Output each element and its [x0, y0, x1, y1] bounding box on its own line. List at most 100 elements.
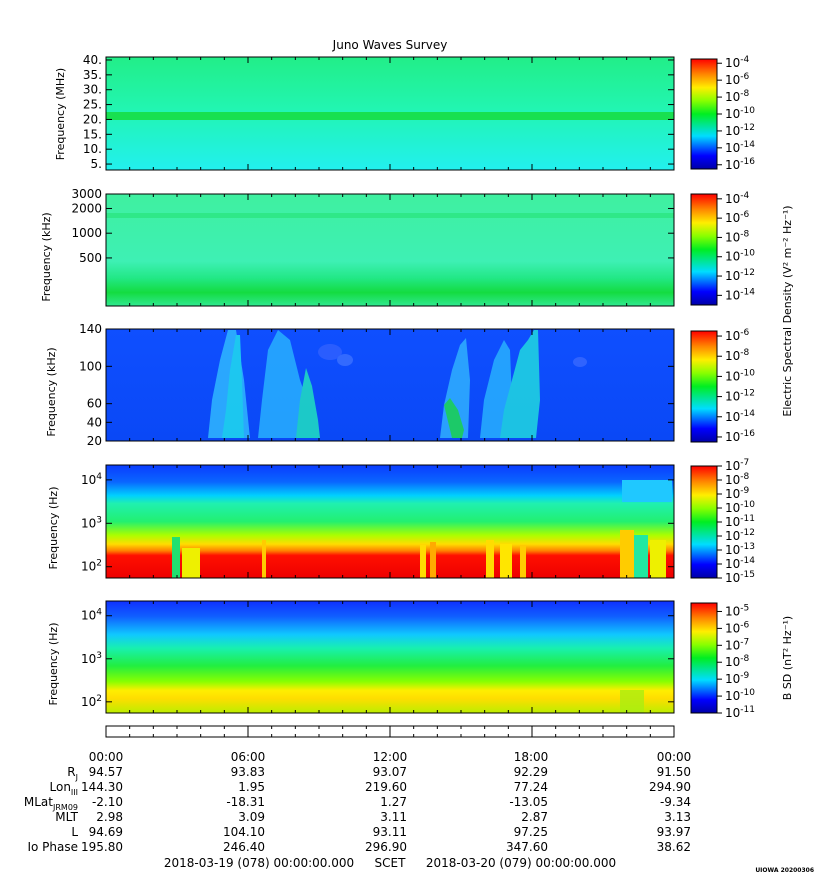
ephemeris-value: -9.34 [660, 795, 691, 809]
plot-title: Juno Waves Survey [332, 38, 448, 52]
colorbar-label-electric: Electric Spectral Density (V² m⁻² Hz⁻¹) [781, 205, 794, 416]
ephemeris-value: 94.57 [89, 765, 123, 779]
y-tick-label: 103 [81, 515, 102, 530]
ephemeris-row-label: LonIII [50, 780, 79, 797]
ephemeris-value: -18.31 [226, 795, 265, 809]
ephemeris-value: -2.10 [92, 795, 123, 809]
ylabel-panel-2: Frequency (kHz) [40, 212, 53, 301]
colorbar-tick-label: 10-14 [725, 140, 755, 155]
colorbar-tick-label: 10-14 [725, 409, 755, 424]
ylabel-panel-3: Frequency (kHz) [45, 347, 58, 436]
ephemeris-value: 93.83 [231, 765, 265, 779]
colorbar-4: 10-710-810-910-1010-1110-1210-1310-1410-… [690, 458, 755, 585]
y-tick-label: 35. [83, 68, 102, 82]
colorbar-tick-label: 10-14 [725, 556, 755, 571]
ephemeris-value: 219.60 [365, 780, 407, 794]
time-axis [105, 725, 675, 738]
ephemeris-value: 93.97 [657, 825, 691, 839]
y-tick-label: 100 [79, 359, 102, 373]
panel-lfr-high: Frequency (kHz) 20 40 60 100 140 [45, 322, 675, 448]
y-tick-label: 500 [79, 251, 102, 265]
ephemeris-value: 38.62 [657, 840, 691, 854]
ephemeris-value: 3.13 [664, 810, 691, 824]
ylabel-panel-5: Frequency (Hz) [47, 623, 60, 706]
y-tick-label: 40 [87, 415, 102, 429]
colorbar-tick-label: 10-6 [725, 328, 750, 343]
panel-hfr-high: Frequency (MHz) 5.10.15.20.25.30.35.40. [54, 53, 675, 171]
colorbar-tick-label: 10-12 [725, 528, 755, 543]
ephemeris-value: 347.60 [506, 840, 548, 854]
colorbar-tick-label: 10-6 [725, 620, 750, 635]
ephemeris-value: 144.30 [81, 780, 123, 794]
colorbar-tick-label: 10-8 [725, 89, 750, 104]
ylabel-panel-1: Frequency (MHz) [54, 68, 67, 160]
end-time: 2018-03-20 (079) 00:00:00.000 [426, 856, 616, 870]
colorbar-3: 10-6 10-8 10-10 10-12 10-14 10-16 [690, 328, 755, 444]
ephemeris-value: 97.25 [514, 825, 548, 839]
ylabel-panel-4: Frequency (Hz) [47, 487, 60, 570]
colorbar-tick-label: 10-9 [725, 486, 750, 501]
colorbar-tick-label: 10-10 [725, 688, 755, 703]
ephemeris-value: 296.90 [365, 840, 407, 854]
ephemeris-value: 77.24 [514, 780, 548, 794]
yticks-panel-3: 20 40 60 100 140 [79, 322, 674, 448]
colorbar-tick-label: 10-10 [725, 249, 755, 264]
spectrogram-lfr-low-magnetic [106, 601, 674, 713]
time-tick-label: 18:00 [514, 750, 549, 764]
yticks-panel-5: 102 103 104 [81, 608, 674, 709]
ephemeris-value: 1.95 [238, 780, 265, 794]
colorbar-tick-label: 10-9 [725, 671, 750, 686]
y-tick-label: 104 [81, 472, 102, 487]
colorbar-2: 10-4 10-6 10-8 10-10 10-12 10-14 [690, 191, 755, 306]
colorbar-tick-label: 10-4 [725, 55, 750, 70]
y-tick-label: 5. [91, 157, 102, 171]
ephemeris-row-label: Io Phase [27, 840, 78, 854]
yticks-panel-1: 5.10.15.20.25.30.35.40. [83, 53, 674, 171]
ephemeris-value: 3.11 [380, 810, 407, 824]
time-tick-label: 06:00 [231, 750, 266, 764]
ephemeris-value: 195.80 [81, 840, 123, 854]
y-tick-label: 30. [83, 83, 102, 97]
colorbar-tick-label: 10-10 [725, 106, 755, 121]
ephemeris-value: 92.29 [514, 765, 548, 779]
colorbar-tick-label: 10-15 [725, 570, 755, 585]
colorbar-tick-label: 10-7 [725, 458, 749, 473]
y-tick-label: 102 [81, 559, 102, 574]
emission-band-1600khz [106, 213, 674, 218]
y-tick-label: 60 [87, 397, 102, 411]
colorbar-tick-label: 10-11 [725, 705, 755, 720]
ephemeris-value: 104.10 [223, 825, 265, 839]
ephemeris-value: 1.27 [380, 795, 407, 809]
y-tick-label: 2000 [71, 201, 102, 215]
ephemeris-value: 93.07 [373, 765, 407, 779]
ephemeris-table: 00:00 06:00 12:00 18:00 00:00 RJ 94.57 93.83 93.… [24, 750, 691, 854]
xticks-panel-2 [105, 194, 675, 306]
y-tick-label: 20 [87, 434, 102, 448]
y-tick-label: 25. [83, 98, 102, 112]
ephemeris-value: 2.87 [521, 810, 548, 824]
ephemeris-row-label: RJ [67, 765, 78, 782]
spectrogram-hfr-low [106, 194, 674, 306]
colorbar-tick-label: 10-8 [725, 229, 750, 244]
ephemeris-value: 91.50 [657, 765, 691, 779]
colorbar-tick-label: 10-12 [725, 268, 755, 283]
y-tick-label: 3000 [71, 187, 102, 201]
emission-band-20mhz [106, 112, 674, 120]
y-tick-label: 140 [79, 322, 102, 336]
y-tick-label: 15. [83, 127, 102, 141]
ephemeris-value: 3.09 [238, 810, 265, 824]
colorbar-tick-label: 10-8 [725, 348, 750, 363]
colorbar-tick-label: 10-12 [725, 389, 755, 404]
y-tick-label: 102 [81, 694, 102, 709]
time-tick-label: 00:00 [657, 750, 692, 764]
xticks-panel-3 [105, 329, 675, 441]
ephemeris-value: 2.98 [96, 810, 123, 824]
spectrogram-lfr-high [106, 329, 674, 441]
ephemeris-value: 294.90 [649, 780, 691, 794]
colorbar-tick-label: 10-6 [725, 72, 750, 87]
footer-stamp: UIOWA 20200306 [755, 867, 814, 874]
y-tick-label: 10. [83, 142, 102, 156]
